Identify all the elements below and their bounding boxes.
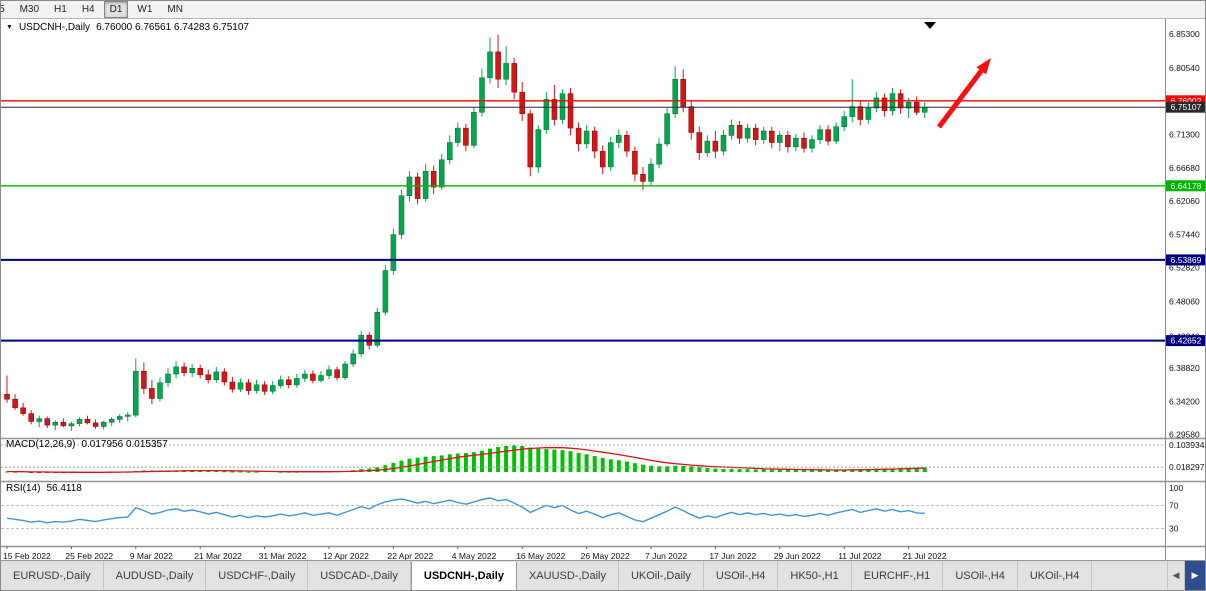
macd-name: MACD(12,26,9) xyxy=(6,439,76,450)
annotations xyxy=(924,22,991,129)
svg-text:100: 100 xyxy=(1169,483,1183,493)
symbol-name: USDCNH-,Daily xyxy=(18,22,91,33)
svg-text:17 Jun 2022: 17 Jun 2022 xyxy=(709,551,756,561)
ohlc-values: 6.76000 6.76561 6.74283 6.75107 xyxy=(96,22,249,33)
tab-hk50-h1[interactable]: HK50-,H1 xyxy=(778,561,852,590)
svg-text:6.48060: 6.48060 xyxy=(1169,297,1200,307)
rsi-line xyxy=(6,497,925,524)
timeframe-button-h4[interactable]: H4 xyxy=(76,1,101,18)
rsi-name: RSI(14) xyxy=(6,483,41,494)
svg-text:6.29580: 6.29580 xyxy=(1169,430,1200,440)
tab-eurchf-h1[interactable]: EURCHF-,H1 xyxy=(852,561,944,590)
tab-usdcnh-daily[interactable]: USDCNH-,Daily xyxy=(410,562,517,590)
svg-text:6.34200: 6.34200 xyxy=(1169,396,1200,406)
tab-audusd-daily[interactable]: AUDUSD-,Daily xyxy=(104,561,207,590)
candlestick-chart[interactable]: 6.85300 6.80540 6.71300 6.66680 6.62060 6.574… xyxy=(1,19,1206,562)
svg-text:6.42652: 6.42652 xyxy=(1171,336,1202,346)
timeframe-button-h1[interactable]: H1 xyxy=(48,1,73,18)
timeframe-button-d1[interactable]: D1 xyxy=(103,1,129,18)
svg-text:6.85300: 6.85300 xyxy=(1169,29,1200,39)
support-line-navy-2[interactable]: 6.42652 xyxy=(1,335,1206,347)
tab-usdchf-daily[interactable]: USDCHF-,Daily xyxy=(206,561,309,590)
tab-ukoil-h4[interactable]: UKOil-,H4 xyxy=(1018,561,1093,590)
svg-text:9 Mar 2022: 9 Mar 2022 xyxy=(130,551,173,561)
current-price-line[interactable]: 6.75107 xyxy=(1,101,1206,113)
resistance-line[interactable]: 6.76002 xyxy=(1,95,1206,107)
svg-text:70: 70 xyxy=(1169,500,1179,510)
support-line-green[interactable]: 6.64178 xyxy=(1,180,1206,192)
svg-text:6.62060: 6.62060 xyxy=(1169,196,1200,206)
svg-text:30: 30 xyxy=(1169,524,1179,534)
symbol-dropdown-icon[interactable]: ▼ xyxy=(6,23,13,31)
svg-text:29 Jun 2022: 29 Jun 2022 xyxy=(774,551,821,561)
tabs-scroll-left-button[interactable]: ◀ xyxy=(1167,561,1184,590)
macd-signal-line xyxy=(6,446,925,473)
svg-text:6.64178: 6.64178 xyxy=(1171,181,1202,191)
macd-panel: 0.103934 0.018297 xyxy=(1,440,1205,473)
tab-scroll-controls: ◀ ▶ xyxy=(1167,561,1205,590)
svg-text:25 Feb 2022: 25 Feb 2022 xyxy=(65,551,113,561)
svg-text:21 Jul 2022: 21 Jul 2022 xyxy=(903,551,947,561)
candles xyxy=(4,34,928,431)
svg-text:6.71300: 6.71300 xyxy=(1169,130,1200,140)
svg-text:6.53869: 6.53869 xyxy=(1171,255,1202,265)
svg-text:15 Feb 2022: 15 Feb 2022 xyxy=(3,551,51,561)
tab-ukoil-daily[interactable]: UKOil-,Daily xyxy=(619,561,704,590)
svg-text:6.57440: 6.57440 xyxy=(1169,229,1200,239)
svg-text:16 May 2022: 16 May 2022 xyxy=(516,551,565,561)
svg-text:7 Jun 2022: 7 Jun 2022 xyxy=(645,551,687,561)
svg-text:6.80540: 6.80540 xyxy=(1169,63,1200,73)
support-line-navy-1[interactable]: 6.53869 xyxy=(1,254,1206,266)
chart-title: ▼ USDCNH-,Daily 6.76000 6.76561 6.74283 … xyxy=(6,22,249,33)
svg-text:6.66680: 6.66680 xyxy=(1169,163,1200,173)
tab-usoil-h4[interactable]: USOil-,H4 xyxy=(704,561,779,590)
tab-usoil-h4[interactable]: USOil-,H4 xyxy=(943,561,1018,590)
svg-text:6.38820: 6.38820 xyxy=(1169,363,1200,373)
top-marker-icon xyxy=(924,22,936,29)
rsi-panel: 100 70 30 xyxy=(1,483,1183,534)
svg-text:6.75107: 6.75107 xyxy=(1171,102,1202,112)
tab-usdcad-daily[interactable]: USDCAD-,Daily xyxy=(308,561,411,590)
chart-tabs: EURUSD-,Daily AUDUSD-,Daily USDCHF-,Daily U… xyxy=(1,561,1093,590)
svg-text:31 Mar 2022: 31 Mar 2022 xyxy=(259,551,307,561)
svg-text:4 May 2022: 4 May 2022 xyxy=(452,551,497,561)
svg-text:6.52820: 6.52820 xyxy=(1169,262,1200,272)
timeframe-button-5[interactable]: 5 xyxy=(1,1,11,18)
svg-text:6.76002: 6.76002 xyxy=(1171,96,1202,106)
svg-text:12 Apr 2022: 12 Apr 2022 xyxy=(323,551,369,561)
svg-text:21 Mar 2022: 21 Mar 2022 xyxy=(194,551,242,561)
timeframe-button-m30[interactable]: M30 xyxy=(14,1,45,18)
timeframe-button-mn[interactable]: MN xyxy=(161,1,189,18)
timeframe-button-w1[interactable]: W1 xyxy=(131,1,158,18)
trend-arrow[interactable] xyxy=(937,58,991,129)
svg-text:26 May 2022: 26 May 2022 xyxy=(581,551,630,561)
tab-xauusd-daily[interactable]: XAUUSD-,Daily xyxy=(517,561,619,590)
macd-indicator-label: MACD(12,26,9) 0.017956 0.015357 xyxy=(6,439,168,450)
macd-values: 0.017956 0.015357 xyxy=(81,439,168,450)
svg-text:22 Apr 2022: 22 Apr 2022 xyxy=(387,551,433,561)
svg-text:0.018297: 0.018297 xyxy=(1169,462,1205,472)
svg-text:0.103934: 0.103934 xyxy=(1169,440,1205,450)
rsi-value: 56.4118 xyxy=(46,483,82,494)
timeframe-toolbar: 5M30H1H4D1W1MN xyxy=(1,1,1205,19)
chart-tabs-bar: EURUSD-,Daily AUDUSD-,Daily USDCHF-,Daily U… xyxy=(1,560,1205,590)
tab-eurusd-daily[interactable]: EURUSD-,Daily xyxy=(1,561,104,590)
panel-separators xyxy=(1,19,1205,562)
tabs-scroll-right-button[interactable]: ▶ xyxy=(1184,561,1205,590)
rsi-indicator-label: RSI(14) 56.4118 xyxy=(6,483,82,494)
date-axis: 15 Feb 2022 25 Feb 2022 9 Mar 2022 21 Mar 2… xyxy=(3,546,947,561)
svg-text:11 Jul 2022: 11 Jul 2022 xyxy=(838,551,882,561)
